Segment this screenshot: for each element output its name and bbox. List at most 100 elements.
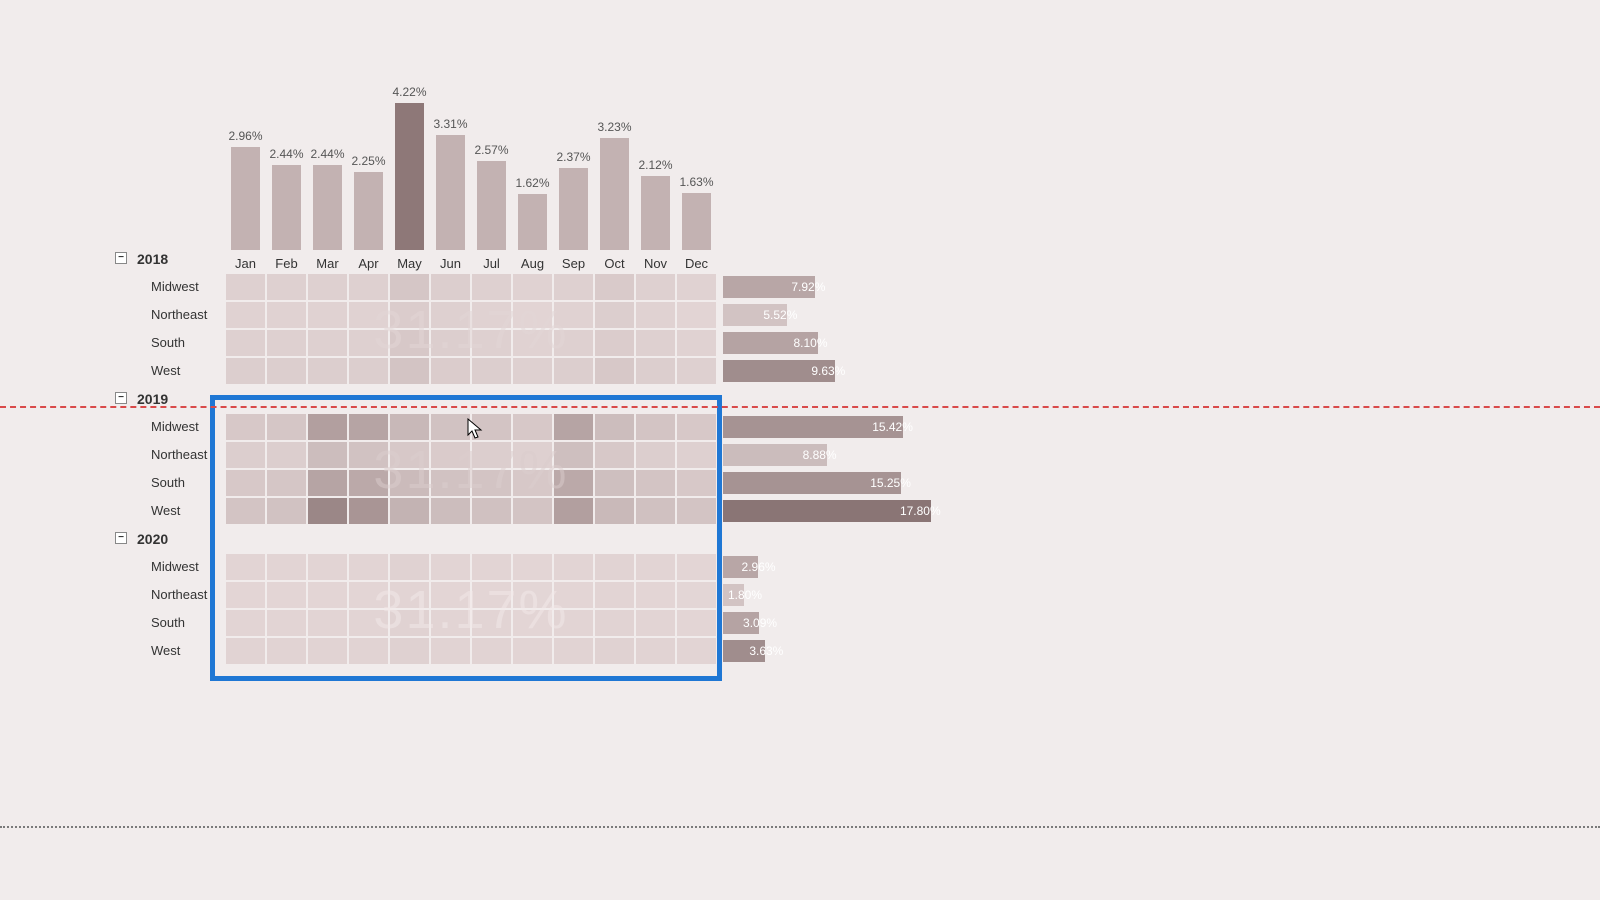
heatmap-cell[interactable] [472, 554, 511, 580]
heatmap-cell[interactable] [431, 414, 470, 440]
heatmap-cell[interactable] [472, 302, 511, 328]
heatmap-cell[interactable] [226, 498, 265, 524]
month-col-jul[interactable]: 2.57%Jul [471, 90, 512, 250]
heatmap-cell[interactable] [349, 470, 388, 496]
heatmap-cell[interactable] [554, 498, 593, 524]
heatmap-cell[interactable] [554, 582, 593, 608]
heatmap-cell[interactable] [226, 302, 265, 328]
heatmap-cell[interactable] [267, 330, 306, 356]
heatmap-cell[interactable] [308, 274, 347, 300]
heatmap-cell[interactable] [431, 638, 470, 664]
heatmap-cell[interactable] [472, 582, 511, 608]
heatmap-cell[interactable] [267, 358, 306, 384]
heatmap-cell[interactable] [308, 638, 347, 664]
heatmap-cell[interactable] [554, 554, 593, 580]
heatmap-cell[interactable] [349, 498, 388, 524]
heatmap-cell[interactable] [390, 414, 429, 440]
heatmap-cell[interactable] [554, 414, 593, 440]
heatmap-cell[interactable] [472, 414, 511, 440]
heatmap-cell[interactable] [431, 582, 470, 608]
month-col-nov[interactable]: 2.12%Nov [635, 90, 676, 250]
heatmap-cell[interactable] [595, 274, 634, 300]
month-col-jun[interactable]: 3.31%Jun [430, 90, 471, 250]
heatmap-cell[interactable] [513, 274, 552, 300]
month-col-mar[interactable]: 2.44%Mar [307, 90, 348, 250]
heatmap-cell[interactable] [513, 638, 552, 664]
heatmap-cell[interactable] [267, 414, 306, 440]
heatmap-cell[interactable] [226, 470, 265, 496]
heatmap-cell[interactable] [677, 358, 716, 384]
heatmap-cell[interactable] [554, 610, 593, 636]
heatmap-cell[interactable] [431, 274, 470, 300]
heatmap-cell[interactable] [472, 498, 511, 524]
heatmap-cell[interactable] [308, 442, 347, 468]
heatmap-cell[interactable] [267, 610, 306, 636]
heatmap-cell[interactable] [226, 414, 265, 440]
heatmap-cell[interactable] [554, 442, 593, 468]
heatmap-cell[interactable] [636, 554, 675, 580]
heatmap-cell[interactable] [267, 274, 306, 300]
heatmap-cell[interactable] [595, 638, 634, 664]
heatmap-cell[interactable] [390, 638, 429, 664]
heatmap-cell[interactable] [390, 470, 429, 496]
heatmap-cell[interactable] [349, 554, 388, 580]
heatmap-cell[interactable] [677, 554, 716, 580]
heatmap-cell[interactable] [636, 442, 675, 468]
heatmap-cell[interactable] [308, 582, 347, 608]
heatmap-cell[interactable] [390, 610, 429, 636]
heatmap-cell[interactable] [554, 330, 593, 356]
heatmap-cell[interactable] [472, 470, 511, 496]
heatmap-cell[interactable] [636, 638, 675, 664]
heatmap-cell[interactable] [595, 442, 634, 468]
heatmap-cell[interactable] [390, 302, 429, 328]
month-col-sep[interactable]: 2.37%Sep [553, 90, 594, 250]
heatmap-cell[interactable] [554, 302, 593, 328]
heatmap-cell[interactable] [513, 302, 552, 328]
heatmap-cell[interactable] [308, 498, 347, 524]
heatmap-cell[interactable] [513, 442, 552, 468]
heatmap-cell[interactable] [308, 414, 347, 440]
heatmap-cell[interactable] [267, 470, 306, 496]
month-col-jan[interactable]: 2.96%Jan [225, 90, 266, 250]
heatmap-cell[interactable] [636, 610, 675, 636]
month-col-feb[interactable]: 2.44%Feb [266, 90, 307, 250]
heatmap-cell[interactable] [677, 498, 716, 524]
heatmap-cell[interactable] [677, 302, 716, 328]
heatmap-cell[interactable] [595, 330, 634, 356]
heatmap-cell[interactable] [308, 554, 347, 580]
heatmap-cell[interactable] [349, 302, 388, 328]
heatmap-cell[interactable] [595, 470, 634, 496]
heatmap-cell[interactable] [636, 358, 675, 384]
heatmap-cell[interactable] [431, 302, 470, 328]
heatmap-cell[interactable] [595, 610, 634, 636]
heatmap-cell[interactable] [308, 358, 347, 384]
heatmap-cell[interactable] [349, 582, 388, 608]
heatmap-cell[interactable] [677, 638, 716, 664]
monthly-bar-chart[interactable]: 2.96%Jan2.44%Feb2.44%Mar2.25%Apr4.22%May… [225, 70, 717, 260]
collapse-toggle-icon[interactable]: − [115, 392, 127, 404]
heatmap-cell[interactable] [390, 442, 429, 468]
year-header-2020[interactable]: −2020 [115, 525, 225, 553]
heatmap-cell[interactable] [390, 274, 429, 300]
heatmap-cell[interactable] [390, 358, 429, 384]
heatmap-cell[interactable] [554, 470, 593, 496]
heatmap-cell[interactable] [349, 638, 388, 664]
heatmap-cell[interactable] [595, 414, 634, 440]
heatmap-cell[interactable] [308, 330, 347, 356]
heatmap-cell[interactable] [226, 330, 265, 356]
heatmap-cell[interactable] [677, 330, 716, 356]
heatmap-cell[interactable] [513, 470, 552, 496]
heatmap-cell[interactable] [554, 358, 593, 384]
heatmap-cell[interactable] [595, 554, 634, 580]
heatmap-cell[interactable] [267, 554, 306, 580]
heatmap-cell[interactable] [349, 330, 388, 356]
month-col-may[interactable]: 4.22%May [389, 90, 430, 250]
year-header-2018[interactable]: −2018 [115, 245, 225, 273]
month-col-apr[interactable]: 2.25%Apr [348, 90, 389, 250]
heatmap-cell[interactable] [226, 274, 265, 300]
heatmap-cell[interactable] [595, 358, 634, 384]
heatmap-cell[interactable] [513, 330, 552, 356]
heatmap-cell[interactable] [677, 274, 716, 300]
heatmap-cell[interactable] [472, 610, 511, 636]
heatmap-cell[interactable] [349, 442, 388, 468]
